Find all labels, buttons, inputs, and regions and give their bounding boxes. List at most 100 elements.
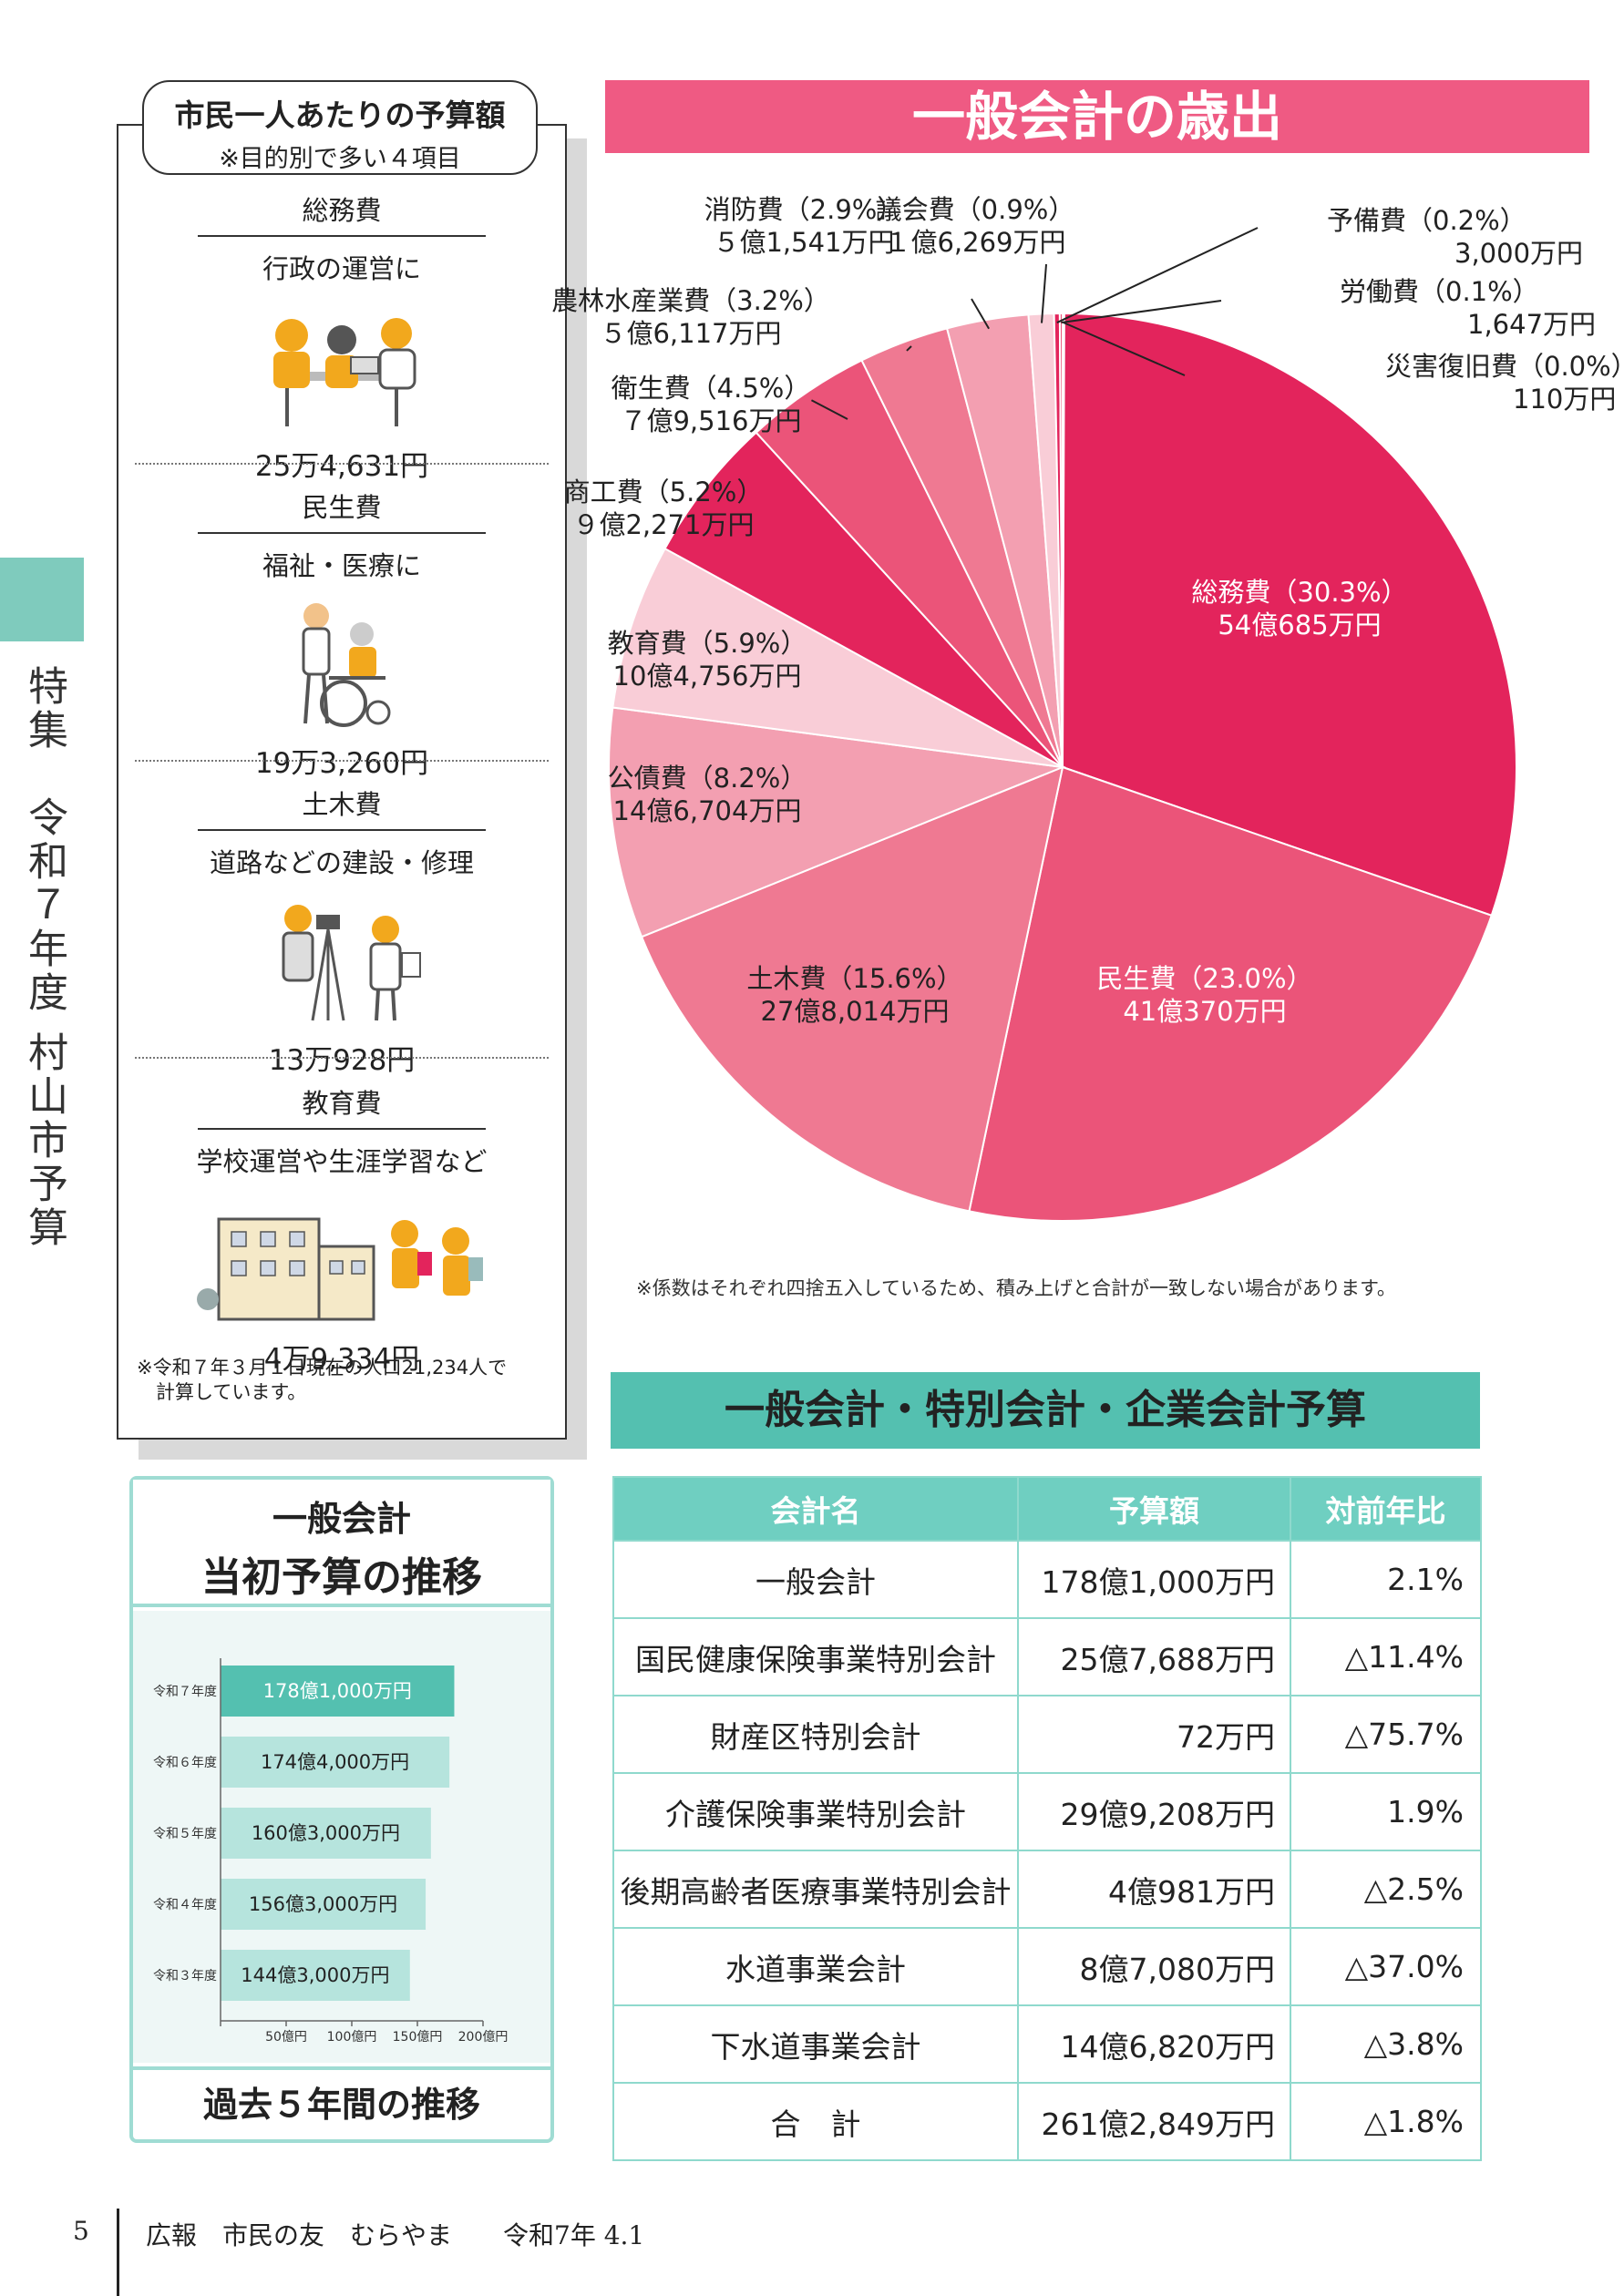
pie-label-6: 衛生費（4.5%） bbox=[612, 373, 811, 404]
cell-budget-amount: 72万円 bbox=[1017, 1695, 1291, 1774]
trend-value-label: 156億3,000万円 bbox=[249, 1893, 397, 1915]
trend-category-label: 令和５年度 bbox=[153, 1827, 217, 1841]
table-row: 後期高齢者医療事業特別会計 4億981万円 △2.5% bbox=[612, 1850, 1482, 1929]
table-row: 下水道事業会計 14億6,820万円 △3.8% bbox=[612, 2004, 1482, 2084]
side-tab-marker bbox=[0, 558, 84, 641]
budget-trend-footer: 過去５年間の推移 bbox=[133, 2066, 550, 2139]
school-children-icon bbox=[191, 1192, 492, 1328]
budget-table-title: 一般会計・特別会計・企業会計予算 bbox=[611, 1372, 1480, 1449]
table-row: 財産区特別会計 72万円 △75.7% bbox=[612, 1695, 1482, 1774]
pie-label-7: 農林水産業費（3.2%） bbox=[551, 285, 830, 316]
dotted-divider bbox=[135, 1057, 549, 1059]
pie-amount-0: 54億685万円 bbox=[1218, 610, 1381, 641]
trend-bar bbox=[221, 1737, 450, 1788]
pie-slice-0 bbox=[1062, 312, 1517, 917]
trend-category-label: 令和４年度 bbox=[153, 1898, 217, 1912]
trend-x-tick-label: 50億円 bbox=[265, 2030, 307, 2045]
cell-account-name: 介護保険事業特別会計 bbox=[612, 1772, 1019, 1851]
cell-yoy: 2.1% bbox=[1290, 1540, 1482, 1619]
per-capita-item-education: 教育費 学校運営や生涯学習など 4万9,334円 bbox=[128, 1075, 556, 1377]
per-capita-item-civil-engineering: 土木費 道路などの建設・修理 13万928円 bbox=[128, 776, 556, 1078]
per-capita-item-general-affairs: 総務費 行政の運営に 25万4,631円 bbox=[128, 182, 556, 484]
pie-leader-9 bbox=[1041, 263, 1047, 323]
budget-table: 会計名 予算額 対前年比 一般会計 178億1,000万円 2.1% 国民健康保… bbox=[612, 1476, 1482, 2161]
cell-account-name: 合 計 bbox=[612, 2082, 1019, 2161]
pie-label-11: 労働費（0.1%） bbox=[1340, 276, 1539, 307]
per-capita-item-welfare: 民生費 福祉・医療に 19万3,260円 bbox=[128, 479, 556, 781]
pie-amount-8: ５億1,541万円 bbox=[713, 227, 894, 258]
trend-value-label: 174億4,000万円 bbox=[261, 1751, 409, 1773]
per-capita-item-desc: 福祉・医療に bbox=[262, 550, 421, 581]
pie-section-title: 一般会計の歳出 bbox=[605, 80, 1589, 153]
wheelchair-care-icon bbox=[242, 596, 442, 733]
trend-bar bbox=[221, 1666, 455, 1717]
page-number: 5 bbox=[73, 2216, 89, 2246]
cell-yoy: △37.0% bbox=[1290, 1927, 1482, 2006]
cell-account-name: 後期高齢者医療事業特別会計 bbox=[612, 1850, 1019, 1929]
trend-bar bbox=[221, 1950, 410, 2001]
pie-leader-12 bbox=[1063, 322, 1186, 376]
pie-label-3: 公債費（8.2%） bbox=[608, 763, 807, 794]
budget-trend-title-line1: 一般会計 bbox=[272, 1499, 411, 1539]
pie-amount-5: ９億2,271万円 bbox=[572, 509, 754, 540]
cell-account-name: 一般会計 bbox=[612, 1540, 1019, 1619]
per-capita-subtitle: ※目的別で多い４項目 bbox=[219, 145, 461, 173]
cell-yoy: 1.9% bbox=[1290, 1772, 1482, 1851]
pie-slice-5 bbox=[663, 431, 1064, 768]
cell-yoy: △11.4% bbox=[1290, 1617, 1482, 1696]
per-capita-item-name: 教育費 bbox=[198, 1075, 486, 1130]
per-capita-title: 市民一人あたりの予算額 bbox=[174, 97, 506, 133]
dotted-divider bbox=[135, 760, 549, 762]
surveyor-icon bbox=[242, 893, 442, 1030]
office-meeting-icon bbox=[242, 299, 442, 436]
pie-amount-1: 41億370万円 bbox=[1123, 996, 1286, 1027]
cell-budget-amount: 4億981万円 bbox=[1017, 1850, 1291, 1929]
pie-label-12: 災害復旧費（0.0%） bbox=[1385, 351, 1622, 382]
trend-value-label: 144億3,000万円 bbox=[241, 1964, 389, 1986]
dotted-divider bbox=[135, 463, 549, 465]
pie-amount-10: 3,000万円 bbox=[1454, 238, 1583, 269]
cell-account-name: 財産区特別会計 bbox=[612, 1695, 1019, 1774]
trend-x-tick-label: 200億円 bbox=[458, 2030, 509, 2045]
trend-bar bbox=[221, 1808, 431, 1859]
cell-budget-amount: 29億9,208万円 bbox=[1017, 1772, 1291, 1851]
per-capita-item-amount: 13万928円 bbox=[268, 1044, 416, 1077]
pie-leader-11 bbox=[1061, 300, 1222, 323]
table-row-total: 合 計 261億2,849万円 △1.8% bbox=[612, 2082, 1482, 2161]
pie-leader-6 bbox=[810, 399, 848, 420]
per-capita-header: 市民一人あたりの予算額 ※目的別で多い４項目 bbox=[142, 80, 538, 175]
pie-label-5: 商工費（5.2%） bbox=[564, 477, 764, 507]
pie-amount-6: ７億9,516万円 bbox=[620, 405, 801, 436]
trend-x-tick-label: 100億円 bbox=[327, 2030, 377, 2045]
cell-account-name: 国民健康保険事業特別会計 bbox=[612, 1617, 1019, 1696]
pie-slice-1 bbox=[968, 765, 1493, 1222]
per-capita-item-desc: 学校運営や生涯学習など bbox=[196, 1146, 488, 1177]
per-capita-item-name: 民生費 bbox=[198, 479, 486, 534]
trend-category-label: 令和７年度 bbox=[153, 1685, 217, 1699]
cell-budget-amount: 8億7,080万円 bbox=[1017, 1927, 1291, 2006]
trend-bar bbox=[221, 1879, 427, 1930]
pie-amount-4: 10億4,756万円 bbox=[613, 661, 802, 692]
pie-slice-4 bbox=[612, 547, 1064, 768]
budget-trend-title-line2: 当初予算の推移 bbox=[201, 1554, 482, 1601]
per-capita-item-name: 土木費 bbox=[198, 776, 486, 831]
table-row: 国民健康保険事業特別会計 25億7,688万円 △11.4% bbox=[612, 1617, 1482, 1696]
header-budget-amount: 予算額 bbox=[1017, 1476, 1291, 1542]
side-section-title: 特集 令和７年度 村山市予算 bbox=[21, 665, 67, 1250]
per-capita-item-amount: 19万3,260円 bbox=[254, 747, 429, 780]
pie-label-9: 議会費（0.9%） bbox=[876, 194, 1075, 225]
table-row: 水道事業会計 8億7,080万円 △37.0% bbox=[612, 1927, 1482, 2006]
table-row: 一般会計 178億1,000万円 2.1% bbox=[612, 1540, 1482, 1619]
cell-account-name: 水道事業会計 bbox=[612, 1927, 1019, 2006]
pie-amount-2: 27億8,014万円 bbox=[761, 996, 950, 1027]
cell-yoy: △3.8% bbox=[1290, 2004, 1482, 2084]
pie-slice-12 bbox=[1062, 312, 1065, 768]
header-account-name: 会計名 bbox=[612, 1476, 1019, 1542]
cell-yoy: △1.8% bbox=[1290, 2082, 1482, 2161]
pie-slice-2 bbox=[640, 765, 1064, 1213]
trend-value-label: 160億3,000万円 bbox=[252, 1822, 400, 1844]
pie-label-10: 予備費（0.2%） bbox=[1327, 205, 1526, 236]
trend-category-label: 令和３年度 bbox=[153, 1969, 217, 1983]
